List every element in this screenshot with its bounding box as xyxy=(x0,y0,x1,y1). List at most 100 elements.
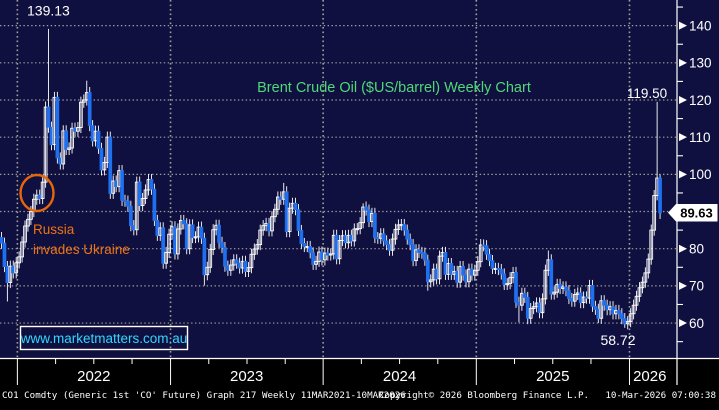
candle-body xyxy=(367,209,371,223)
candle-body xyxy=(449,263,454,275)
candle-body xyxy=(79,101,83,128)
candle-body xyxy=(43,106,48,183)
candle-body xyxy=(531,306,536,310)
candle-body xyxy=(143,189,148,199)
candle-body xyxy=(8,265,13,283)
candle-body xyxy=(5,266,10,283)
gridlines xyxy=(0,0,677,358)
candle-body xyxy=(0,237,4,244)
candle-body xyxy=(640,281,645,289)
candle-body xyxy=(522,292,527,298)
candle-body xyxy=(611,306,615,315)
candle-body xyxy=(96,130,101,149)
candle-body xyxy=(622,318,627,325)
candle-body xyxy=(567,290,571,299)
candle-body xyxy=(499,269,504,275)
candle-body xyxy=(514,272,518,303)
candle-body xyxy=(252,248,257,255)
candle-body xyxy=(390,238,395,251)
candle-body xyxy=(208,248,213,268)
candle-body xyxy=(120,170,124,201)
candle-body xyxy=(14,262,19,274)
candle-body xyxy=(355,228,360,231)
candle-body xyxy=(619,313,624,320)
price-tag-shape xyxy=(668,204,718,222)
candle-body xyxy=(243,260,248,272)
candle-body xyxy=(314,260,318,265)
candle-body xyxy=(387,244,392,251)
axis-strip-background xyxy=(0,359,719,410)
candle-body xyxy=(405,229,410,240)
candle-body xyxy=(323,252,327,261)
candle-body xyxy=(2,242,7,267)
candle-body xyxy=(164,251,168,264)
y-tick-arrow xyxy=(679,96,687,105)
candle-body xyxy=(593,305,598,310)
candle-body xyxy=(293,202,298,211)
candle-body xyxy=(270,216,274,232)
candle-body xyxy=(384,240,389,246)
event-circle-annotation xyxy=(19,173,55,213)
candle-body xyxy=(202,237,207,276)
candle-body xyxy=(505,283,510,286)
candle-body xyxy=(184,223,189,250)
status-datetime-text: 10-Mar-2026 07:00:38 xyxy=(605,390,716,401)
candle-body xyxy=(302,243,307,247)
candle-body xyxy=(564,286,568,292)
candle-body xyxy=(590,285,595,307)
candle-body xyxy=(64,130,69,150)
candle-body xyxy=(373,212,377,239)
y-tick-label: 110 xyxy=(689,130,711,145)
candle-body xyxy=(205,266,210,276)
candle-body xyxy=(596,308,601,319)
candle-body xyxy=(308,246,313,254)
candle-body xyxy=(190,224,195,239)
candle-body xyxy=(414,249,418,262)
candle-body xyxy=(517,301,521,306)
candle-body xyxy=(484,245,489,255)
candle-body xyxy=(70,127,74,149)
candle-body xyxy=(417,249,421,253)
candle-body xyxy=(258,229,263,246)
y-tick-label: 130 xyxy=(689,56,712,71)
watermark-border xyxy=(19,325,189,351)
candle-body xyxy=(140,198,145,207)
candle-body xyxy=(646,258,651,274)
candle-body xyxy=(49,126,54,146)
candle-body xyxy=(599,300,604,319)
candle-body xyxy=(193,236,198,239)
candle-body xyxy=(578,292,583,304)
range-high-label: 139.13 xyxy=(27,3,70,19)
candle-body xyxy=(73,127,77,132)
event-label-line2: invades Ukraine xyxy=(33,242,130,257)
x-axis-year-label: 2023 xyxy=(230,368,263,385)
candle-body xyxy=(461,266,465,276)
candle-body xyxy=(352,228,357,242)
candle-body xyxy=(99,147,104,171)
candle-body xyxy=(226,265,230,271)
candle-body xyxy=(381,233,386,242)
candle-body xyxy=(161,227,166,264)
candle-body xyxy=(490,260,495,269)
candle-body xyxy=(349,234,354,242)
candle-body xyxy=(220,241,224,249)
candle-body xyxy=(102,162,107,171)
candle-body xyxy=(455,270,460,283)
y-tick-label: 80 xyxy=(689,242,704,257)
candle-body xyxy=(520,292,524,306)
y-tick-arrow xyxy=(679,319,687,328)
candle-body xyxy=(570,298,574,302)
candle-body xyxy=(540,298,545,314)
y-tick-arrow xyxy=(679,133,687,142)
candle-body xyxy=(443,251,448,275)
x-axis-year-label: 2026 xyxy=(633,368,666,385)
event-label-line1: Russia xyxy=(33,222,75,237)
candle-body xyxy=(58,157,63,165)
candle-body xyxy=(223,247,227,267)
candle-body xyxy=(628,313,633,323)
candle-body xyxy=(411,244,415,262)
plot-area[interactable] xyxy=(0,28,662,330)
y-tick-arrow xyxy=(679,58,687,67)
candle-body xyxy=(375,237,380,240)
candle-body xyxy=(284,191,289,233)
